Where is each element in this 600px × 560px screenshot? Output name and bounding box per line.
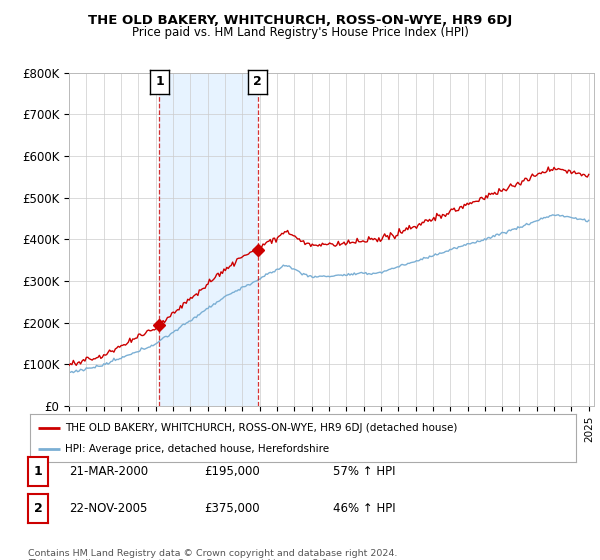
Text: 1: 1 xyxy=(155,75,164,88)
Text: 22-NOV-2005: 22-NOV-2005 xyxy=(69,502,148,515)
Text: 21-MAR-2000: 21-MAR-2000 xyxy=(69,465,148,478)
Text: £375,000: £375,000 xyxy=(204,502,260,515)
Text: £195,000: £195,000 xyxy=(204,465,260,478)
Text: THE OLD BAKERY, WHITCHURCH, ROSS-ON-WYE, HR9 6DJ: THE OLD BAKERY, WHITCHURCH, ROSS-ON-WYE,… xyxy=(88,14,512,27)
Text: 1: 1 xyxy=(34,465,43,478)
Text: 46% ↑ HPI: 46% ↑ HPI xyxy=(333,502,395,515)
Text: 2: 2 xyxy=(34,502,43,515)
Text: THE OLD BAKERY, WHITCHURCH, ROSS-ON-WYE, HR9 6DJ (detached house): THE OLD BAKERY, WHITCHURCH, ROSS-ON-WYE,… xyxy=(65,423,458,433)
Text: 2: 2 xyxy=(253,75,262,88)
Bar xyxy=(160,73,258,406)
Text: Contains HM Land Registry data © Crown copyright and database right 2024.
This d: Contains HM Land Registry data © Crown c… xyxy=(28,549,398,560)
Text: 57% ↑ HPI: 57% ↑ HPI xyxy=(333,465,395,478)
Text: Price paid vs. HM Land Registry's House Price Index (HPI): Price paid vs. HM Land Registry's House … xyxy=(131,26,469,39)
Text: HPI: Average price, detached house, Herefordshire: HPI: Average price, detached house, Here… xyxy=(65,444,329,454)
